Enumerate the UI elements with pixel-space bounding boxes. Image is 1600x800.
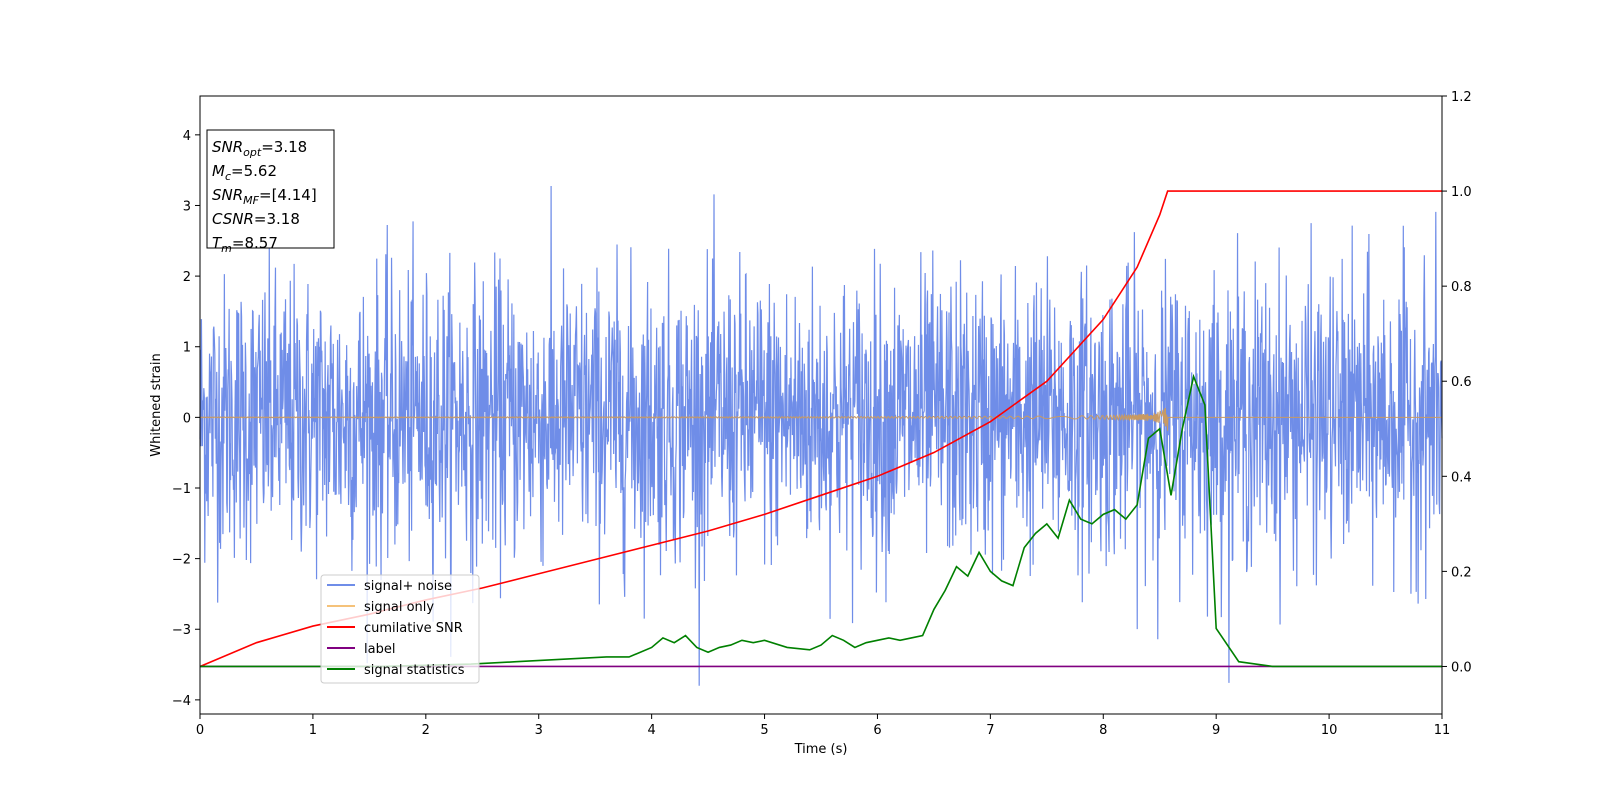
legend-label: cumilative SNR [364, 621, 463, 636]
x-tick-label: 1 [309, 723, 317, 738]
series-line [199, 407, 1442, 431]
legend-label: label [364, 642, 395, 657]
y-left-tick-label: −2 [172, 553, 191, 568]
axes-frame [199, 95, 1443, 715]
legend-label: signal statistics [364, 663, 465, 678]
y-left-tick-label: 4 [183, 129, 191, 144]
info-line: SNRMF=[4.14] [212, 186, 317, 207]
series-line [199, 186, 1443, 686]
x-tick-label: 8 [1099, 723, 1107, 738]
y-right-tick-label: 0.4 [1451, 470, 1472, 485]
x-tick-label: 7 [986, 723, 994, 738]
x-tick-label: 0 [196, 723, 204, 738]
y-right-tick-label: 1.0 [1451, 185, 1472, 200]
info-box: SNRopt=3.18 Mc=5.62 SNRMF=[4.14] CSNR=3.18 T… [206, 129, 335, 255]
y-axis-label: Whitened strain [149, 353, 164, 456]
y-right-tick-label: 0.6 [1451, 375, 1472, 390]
x-tick-label: 4 [647, 723, 655, 738]
y-left-tick-label: 1 [183, 341, 191, 356]
y-left-tick-label: −3 [172, 623, 191, 638]
y-left-tick-label: −1 [172, 482, 191, 497]
x-tick-label: 2 [422, 723, 430, 738]
y-right-tick-label: 1.2 [1451, 90, 1472, 105]
info-line: Tm=8.57 [212, 234, 278, 255]
info-line: Mc=5.62 [212, 162, 277, 183]
axes: 0 1 2 3 4 5 6 7 8 9 10 1143210−1−2−3−41.21.00.80.60… [172, 90, 1472, 738]
info-line: CSNR=3.18 [212, 210, 300, 228]
x-axis-label: Time (s) [794, 742, 848, 757]
x-tick-label: 9 [1212, 723, 1220, 738]
info-box-frame [206, 129, 335, 249]
info-line: SNRopt=3.18 [212, 138, 307, 159]
x-tick-label: 11 [1434, 723, 1451, 738]
x-tick-label: 3 [535, 723, 543, 738]
y-left-tick-label: −4 [172, 694, 191, 709]
y-right-tick-label: 0.2 [1451, 565, 1472, 580]
legend: signal+ noise signal only cumilative SNR la… [320, 574, 480, 684]
y-right-tick-label: 0.0 [1451, 660, 1472, 675]
x-tick-label: 5 [760, 723, 768, 738]
y-right-tick-label: 0.8 [1451, 280, 1472, 295]
x-tick-label: 6 [873, 723, 881, 738]
y-left-tick-label: 0 [183, 411, 191, 426]
legend-label: signal only [364, 600, 434, 615]
series-line [200, 373, 1442, 668]
x-tick-label: 10 [1321, 723, 1338, 738]
y-left-tick-label: 2 [183, 270, 191, 285]
legend-label: signal+ noise [364, 579, 452, 594]
legend-frame [320, 574, 480, 684]
y-left-tick-label: 3 [183, 199, 191, 214]
